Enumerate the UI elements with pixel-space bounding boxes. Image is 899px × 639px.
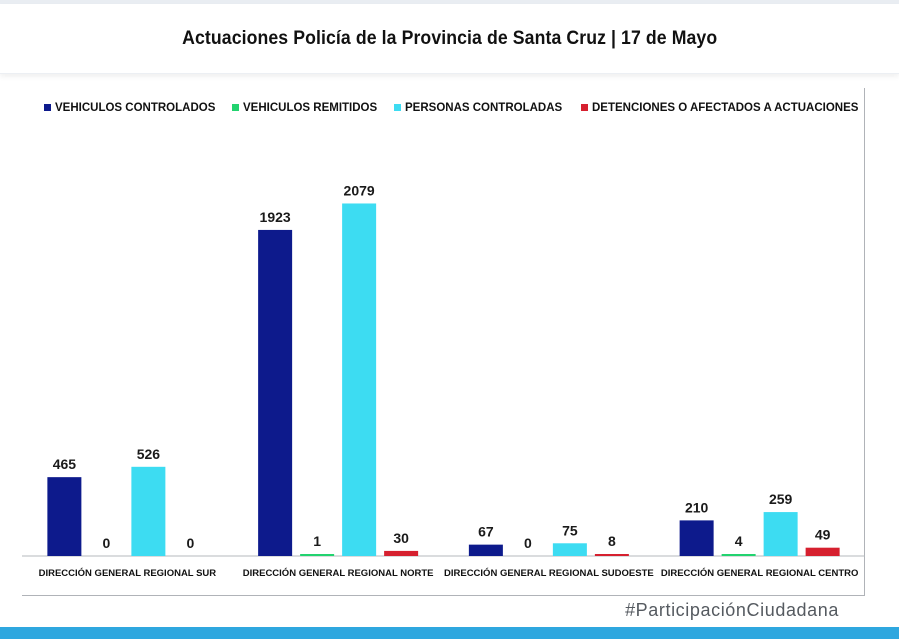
data-label-detenciones-o-afectados-a-actuaciones-4: 49 — [815, 527, 831, 543]
legend-label-detenciones-o-afectados-a-actuaciones: DETENCIONES O AFECTADOS A ACTUACIONES — [592, 102, 859, 114]
data-label-vehiculos-controlados-3: 67 — [478, 524, 494, 540]
legend-label-personas-controladas: PERSONAS CONTROLADAS — [405, 102, 563, 114]
bar-vehiculos-controlados-4 — [679, 520, 714, 556]
bar-personas-controladas-1 — [131, 466, 166, 556]
data-label-vehiculos-remitidos-2: 1 — [313, 533, 321, 549]
page-title: Actuaciones Policía de la Provincia de S… — [181, 27, 718, 49]
bar-detenciones-o-afectados-a-actuaciones-2 — [384, 550, 419, 556]
top-strip — [0, 0, 899, 4]
bar-chart: VEHICULOS CONTROLADOS VEHICULOS REMITIDOS… — [22, 102, 865, 579]
data-label-detenciones-o-afectados-a-actuaciones-2: 30 — [393, 530, 409, 546]
category-label-3: DIRECCIÓN GENERAL REGIONAL SUDOESTE — [444, 567, 654, 579]
legend-label-vehiculos-remitidos: VEHICULOS REMITIDOS — [243, 102, 378, 114]
bottom-bar — [0, 627, 899, 639]
data-label-detenciones-o-afectados-a-actuaciones-3: 8 — [608, 533, 616, 549]
data-label-vehiculos-remitidos-1: 0 — [102, 535, 110, 551]
legend-swatch-vehiculos-controlados — [44, 104, 51, 111]
bar-personas-controladas-2 — [342, 203, 377, 556]
data-label-vehiculos-controlados-4: 210 — [685, 499, 709, 515]
data-label-vehiculos-controlados-2: 1923 — [260, 209, 291, 225]
bar-detenciones-o-afectados-a-actuaciones-3 — [594, 554, 629, 556]
data-label-personas-controladas-1: 526 — [137, 446, 161, 462]
data-label-detenciones-o-afectados-a-actuaciones-1: 0 — [186, 535, 194, 551]
data-label-vehiculos-remitidos-3: 0 — [524, 535, 532, 551]
category-label-1: DIRECCIÓN GENERAL REGIONAL SUR — [39, 567, 217, 579]
data-label-personas-controladas-3: 75 — [562, 522, 578, 538]
legend-label-vehiculos-controlados: VEHICULOS CONTROLADOS — [55, 102, 216, 114]
data-label-personas-controladas-2: 2079 — [344, 182, 375, 198]
category-label-2: DIRECCIÓN GENERAL REGIONAL NORTE — [243, 567, 434, 579]
bar-personas-controladas-3 — [552, 543, 587, 556]
hashtag-text: #ParticipaciónCiudadana — [625, 600, 839, 620]
data-label-personas-controladas-4: 259 — [769, 491, 793, 507]
bar-vehiculos-remitidos-2 — [300, 554, 335, 556]
category-label-4: DIRECCIÓN GENERAL REGIONAL CENTRO — [661, 567, 859, 579]
bar-vehiculos-remitidos-4 — [721, 554, 756, 556]
header: Actuaciones Policía de la Provincia de S… — [0, 4, 899, 74]
bar-detenciones-o-afectados-a-actuaciones-4 — [805, 547, 840, 556]
data-label-vehiculos-remitidos-4: 4 — [735, 533, 743, 549]
legend-swatch-vehiculos-remitidos — [232, 104, 239, 111]
bar-vehiculos-controlados-2 — [258, 229, 293, 556]
legend-swatch-personas-controladas — [394, 104, 401, 111]
legend-swatch-detenciones-o-afectados-a-actuaciones — [581, 104, 588, 111]
bar-personas-controladas-4 — [763, 512, 798, 556]
chart-frame: VEHICULOS CONTROLADOS VEHICULOS REMITIDOS… — [22, 88, 865, 596]
data-label-vehiculos-controlados-1: 465 — [53, 456, 77, 472]
bar-vehiculos-controlados-1 — [47, 477, 82, 556]
bar-vehiculos-controlados-3 — [468, 544, 503, 556]
